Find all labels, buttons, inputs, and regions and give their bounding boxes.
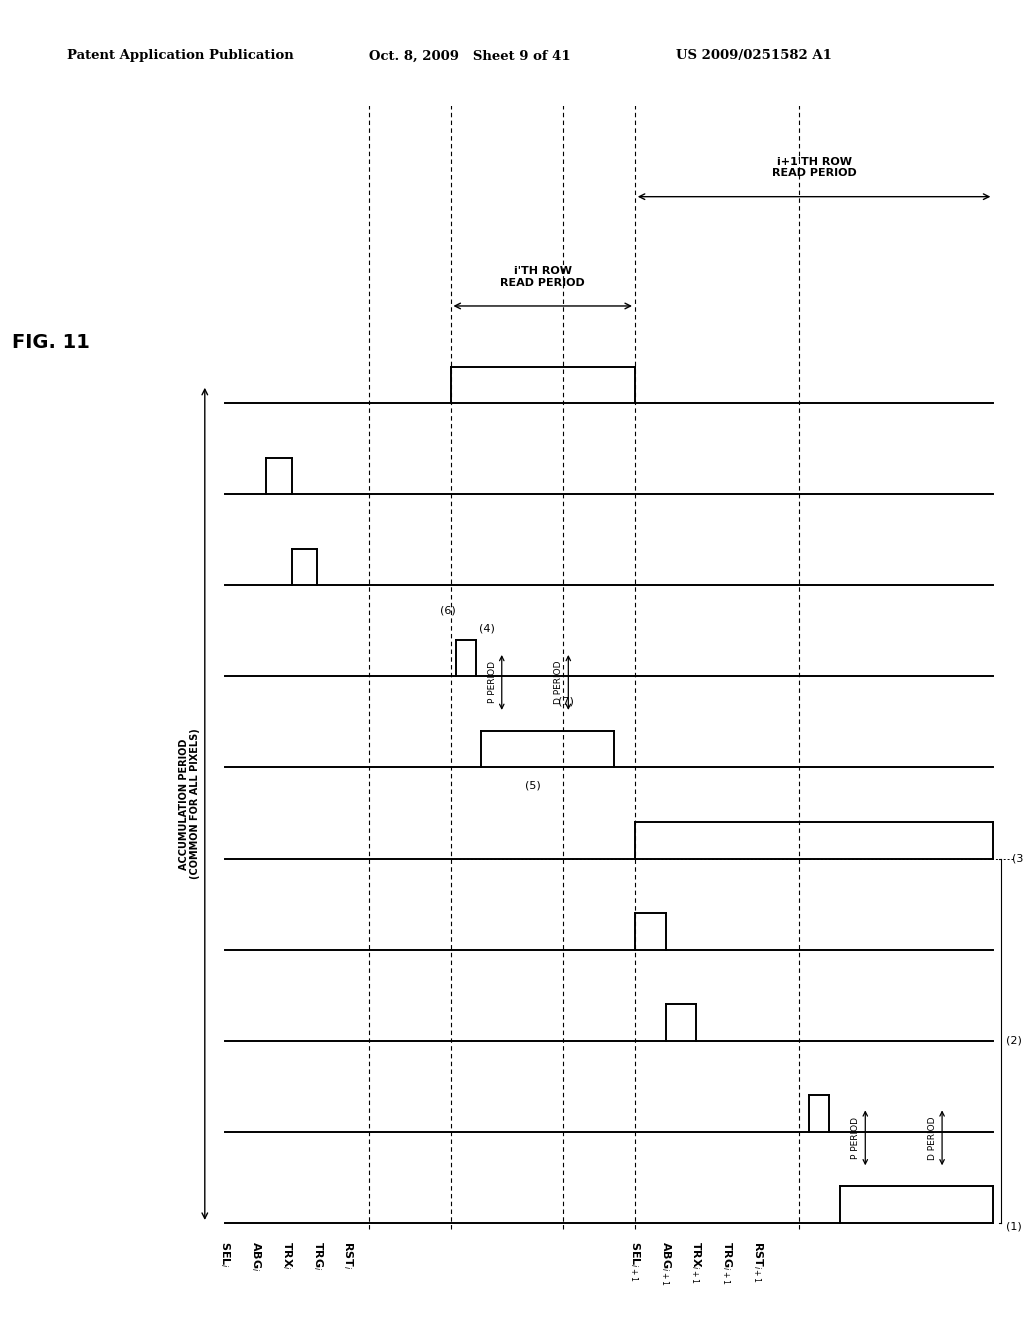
- Text: (4): (4): [479, 624, 496, 634]
- Text: D PERIOD: D PERIOD: [928, 1117, 937, 1159]
- Text: ABG$_i$: ABG$_i$: [249, 1241, 263, 1271]
- Text: Oct. 8, 2009   Sheet 9 of 41: Oct. 8, 2009 Sheet 9 of 41: [369, 49, 570, 62]
- Text: (5): (5): [525, 780, 541, 791]
- Text: TRG$_{i+1}$: TRG$_{i+1}$: [720, 1241, 734, 1284]
- Text: P PERIOD: P PERIOD: [487, 661, 497, 704]
- Text: (3): (3): [1012, 854, 1024, 863]
- Text: (1): (1): [1006, 1221, 1021, 1232]
- Text: SEL$_{i+1}$: SEL$_{i+1}$: [628, 1241, 642, 1282]
- Text: TRG$_i$: TRG$_i$: [310, 1241, 325, 1271]
- Text: (2): (2): [1006, 1036, 1022, 1045]
- Text: RST$_i$: RST$_i$: [341, 1241, 355, 1270]
- Text: (6): (6): [440, 606, 456, 615]
- Text: RST$_{i+1}$: RST$_{i+1}$: [751, 1241, 765, 1283]
- Text: US 2009/0251582 A1: US 2009/0251582 A1: [676, 49, 831, 62]
- Text: D PERIOD: D PERIOD: [554, 661, 563, 704]
- Text: ACCUMULATION PERIOD
(COMMON FOR ALL PIXELS): ACCUMULATION PERIOD (COMMON FOR ALL PIXE…: [178, 729, 201, 879]
- Text: i+1'TH ROW
READ PERIOD: i+1'TH ROW READ PERIOD: [772, 157, 856, 178]
- Text: FIG. 11: FIG. 11: [12, 333, 90, 352]
- Text: Patent Application Publication: Patent Application Publication: [67, 49, 293, 62]
- Text: TRX$_i$: TRX$_i$: [280, 1241, 294, 1270]
- Text: (7): (7): [558, 697, 574, 706]
- Text: i'TH ROW
READ PERIOD: i'TH ROW READ PERIOD: [501, 267, 585, 288]
- Text: SEL$_i$: SEL$_i$: [218, 1241, 232, 1269]
- Text: TRX$_{i+1}$: TRX$_{i+1}$: [689, 1241, 703, 1284]
- Text: ABG$_{i+1}$: ABG$_{i+1}$: [658, 1241, 673, 1286]
- Text: P PERIOD: P PERIOD: [851, 1117, 860, 1159]
